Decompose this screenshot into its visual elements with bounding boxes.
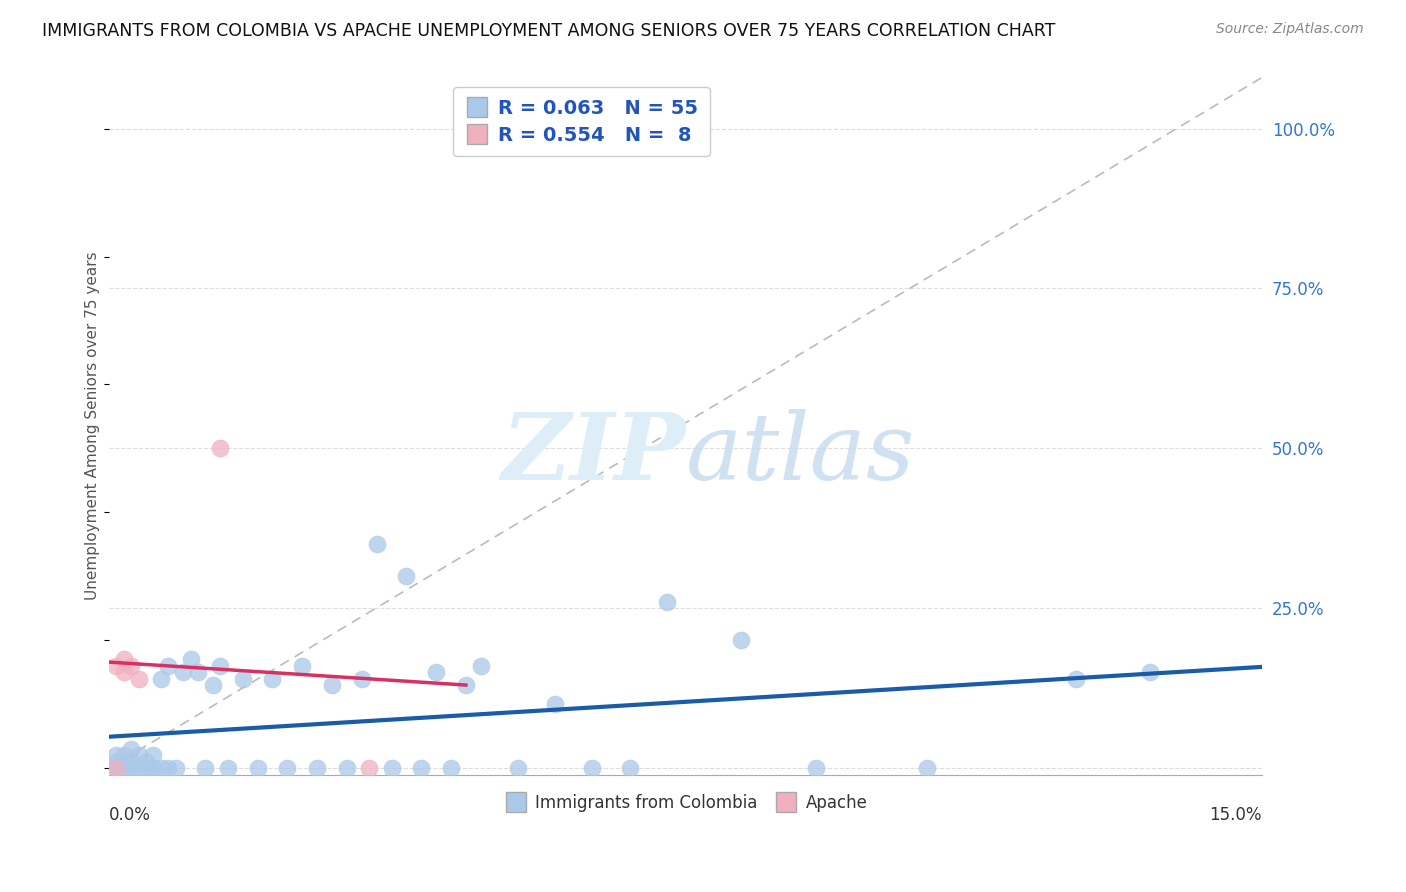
Point (336, 761, 359, 775)
Point (454, 678, 477, 692)
Point (619, 761, 641, 775)
Point (1139, 665, 1161, 680)
Point (105, 761, 128, 775)
Point (307, 761, 329, 775)
Point (120, 658, 142, 673)
Point (321, 678, 343, 692)
Point (135, 755, 157, 769)
Point (149, 672, 172, 686)
Point (506, 761, 529, 775)
Point (120, 761, 142, 775)
Point (180, 652, 202, 666)
Point (201, 678, 224, 692)
Point (209, 658, 232, 673)
Point (128, 748, 150, 763)
Point (209, 442, 232, 456)
Point (120, 742, 142, 756)
Point (366, 537, 388, 551)
Point (217, 761, 239, 775)
Point (359, 761, 381, 775)
Point (142, 748, 165, 763)
Point (246, 761, 269, 775)
Point (581, 761, 603, 775)
Point (470, 658, 492, 673)
Point (120, 755, 142, 769)
Point (112, 665, 135, 680)
Y-axis label: Unemployment Among Seniors over 75 years: Unemployment Among Seniors over 75 years (86, 252, 100, 600)
Point (112, 748, 135, 763)
Text: atlas: atlas (685, 409, 915, 499)
Point (276, 761, 298, 775)
Legend: Immigrants from Colombia, Apache: Immigrants from Colombia, Apache (496, 788, 875, 819)
Point (142, 761, 165, 775)
Point (232, 672, 254, 686)
Point (544, 697, 567, 711)
Point (149, 761, 172, 775)
Point (105, 761, 128, 775)
Point (915, 761, 938, 775)
Point (105, 761, 128, 775)
Point (157, 761, 180, 775)
Text: 15.0%: 15.0% (1209, 806, 1263, 824)
Text: ZIP: ZIP (501, 409, 685, 499)
Point (194, 761, 217, 775)
Point (655, 595, 678, 609)
Point (172, 665, 194, 680)
Point (112, 652, 135, 666)
Point (350, 672, 373, 686)
Point (804, 761, 827, 775)
Text: Source: ZipAtlas.com: Source: ZipAtlas.com (1216, 22, 1364, 37)
Point (1064, 672, 1087, 686)
Point (112, 755, 135, 769)
Point (128, 672, 150, 686)
Point (105, 755, 128, 769)
Point (165, 761, 187, 775)
Point (395, 569, 418, 583)
Point (105, 658, 128, 673)
Point (112, 761, 135, 775)
Point (425, 665, 447, 680)
Point (411, 761, 433, 775)
Point (380, 761, 402, 775)
Point (262, 672, 284, 686)
Point (128, 761, 150, 775)
Point (135, 761, 157, 775)
Point (187, 665, 209, 680)
Point (157, 658, 180, 673)
Text: 0.0%: 0.0% (108, 806, 150, 824)
Point (730, 633, 752, 648)
Point (105, 748, 128, 763)
Point (291, 658, 314, 673)
Text: IMMIGRANTS FROM COLOMBIA VS APACHE UNEMPLOYMENT AMONG SENIORS OVER 75 YEARS CORR: IMMIGRANTS FROM COLOMBIA VS APACHE UNEMP… (42, 22, 1056, 40)
Point (440, 761, 463, 775)
